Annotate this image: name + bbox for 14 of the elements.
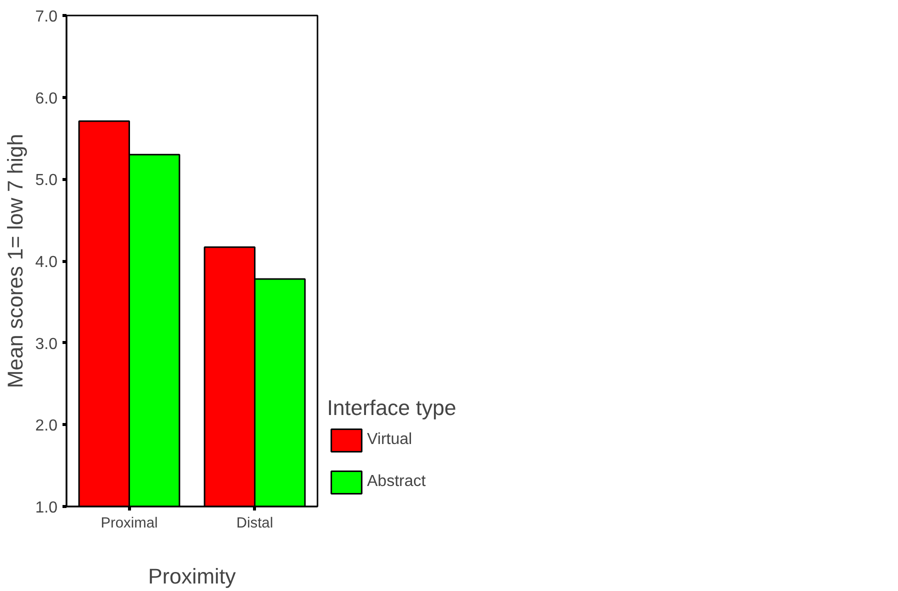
y-tick-label: 1.0 (35, 500, 58, 516)
legend-title: Interface type (327, 396, 456, 421)
y-tick-label: 4.0 (35, 254, 58, 271)
x-axis-title: Proximity (148, 564, 236, 588)
legend-label: Abstract (367, 473, 426, 491)
x-tick-label: Proximal (100, 516, 158, 532)
y-tick-label: 2.0 (35, 418, 58, 435)
y-tick-label: 5.0 (35, 172, 58, 190)
legend-label: Virtual (367, 431, 412, 449)
y-tick-label: 7.0 (35, 8, 58, 26)
y-tick-label: 3.0 (35, 336, 58, 353)
x-tick-label: Distal (236, 516, 274, 532)
y-tick-label: 6.0 (35, 90, 58, 108)
y-axis-title: Mean scores 1= low 7 high (3, 134, 28, 388)
